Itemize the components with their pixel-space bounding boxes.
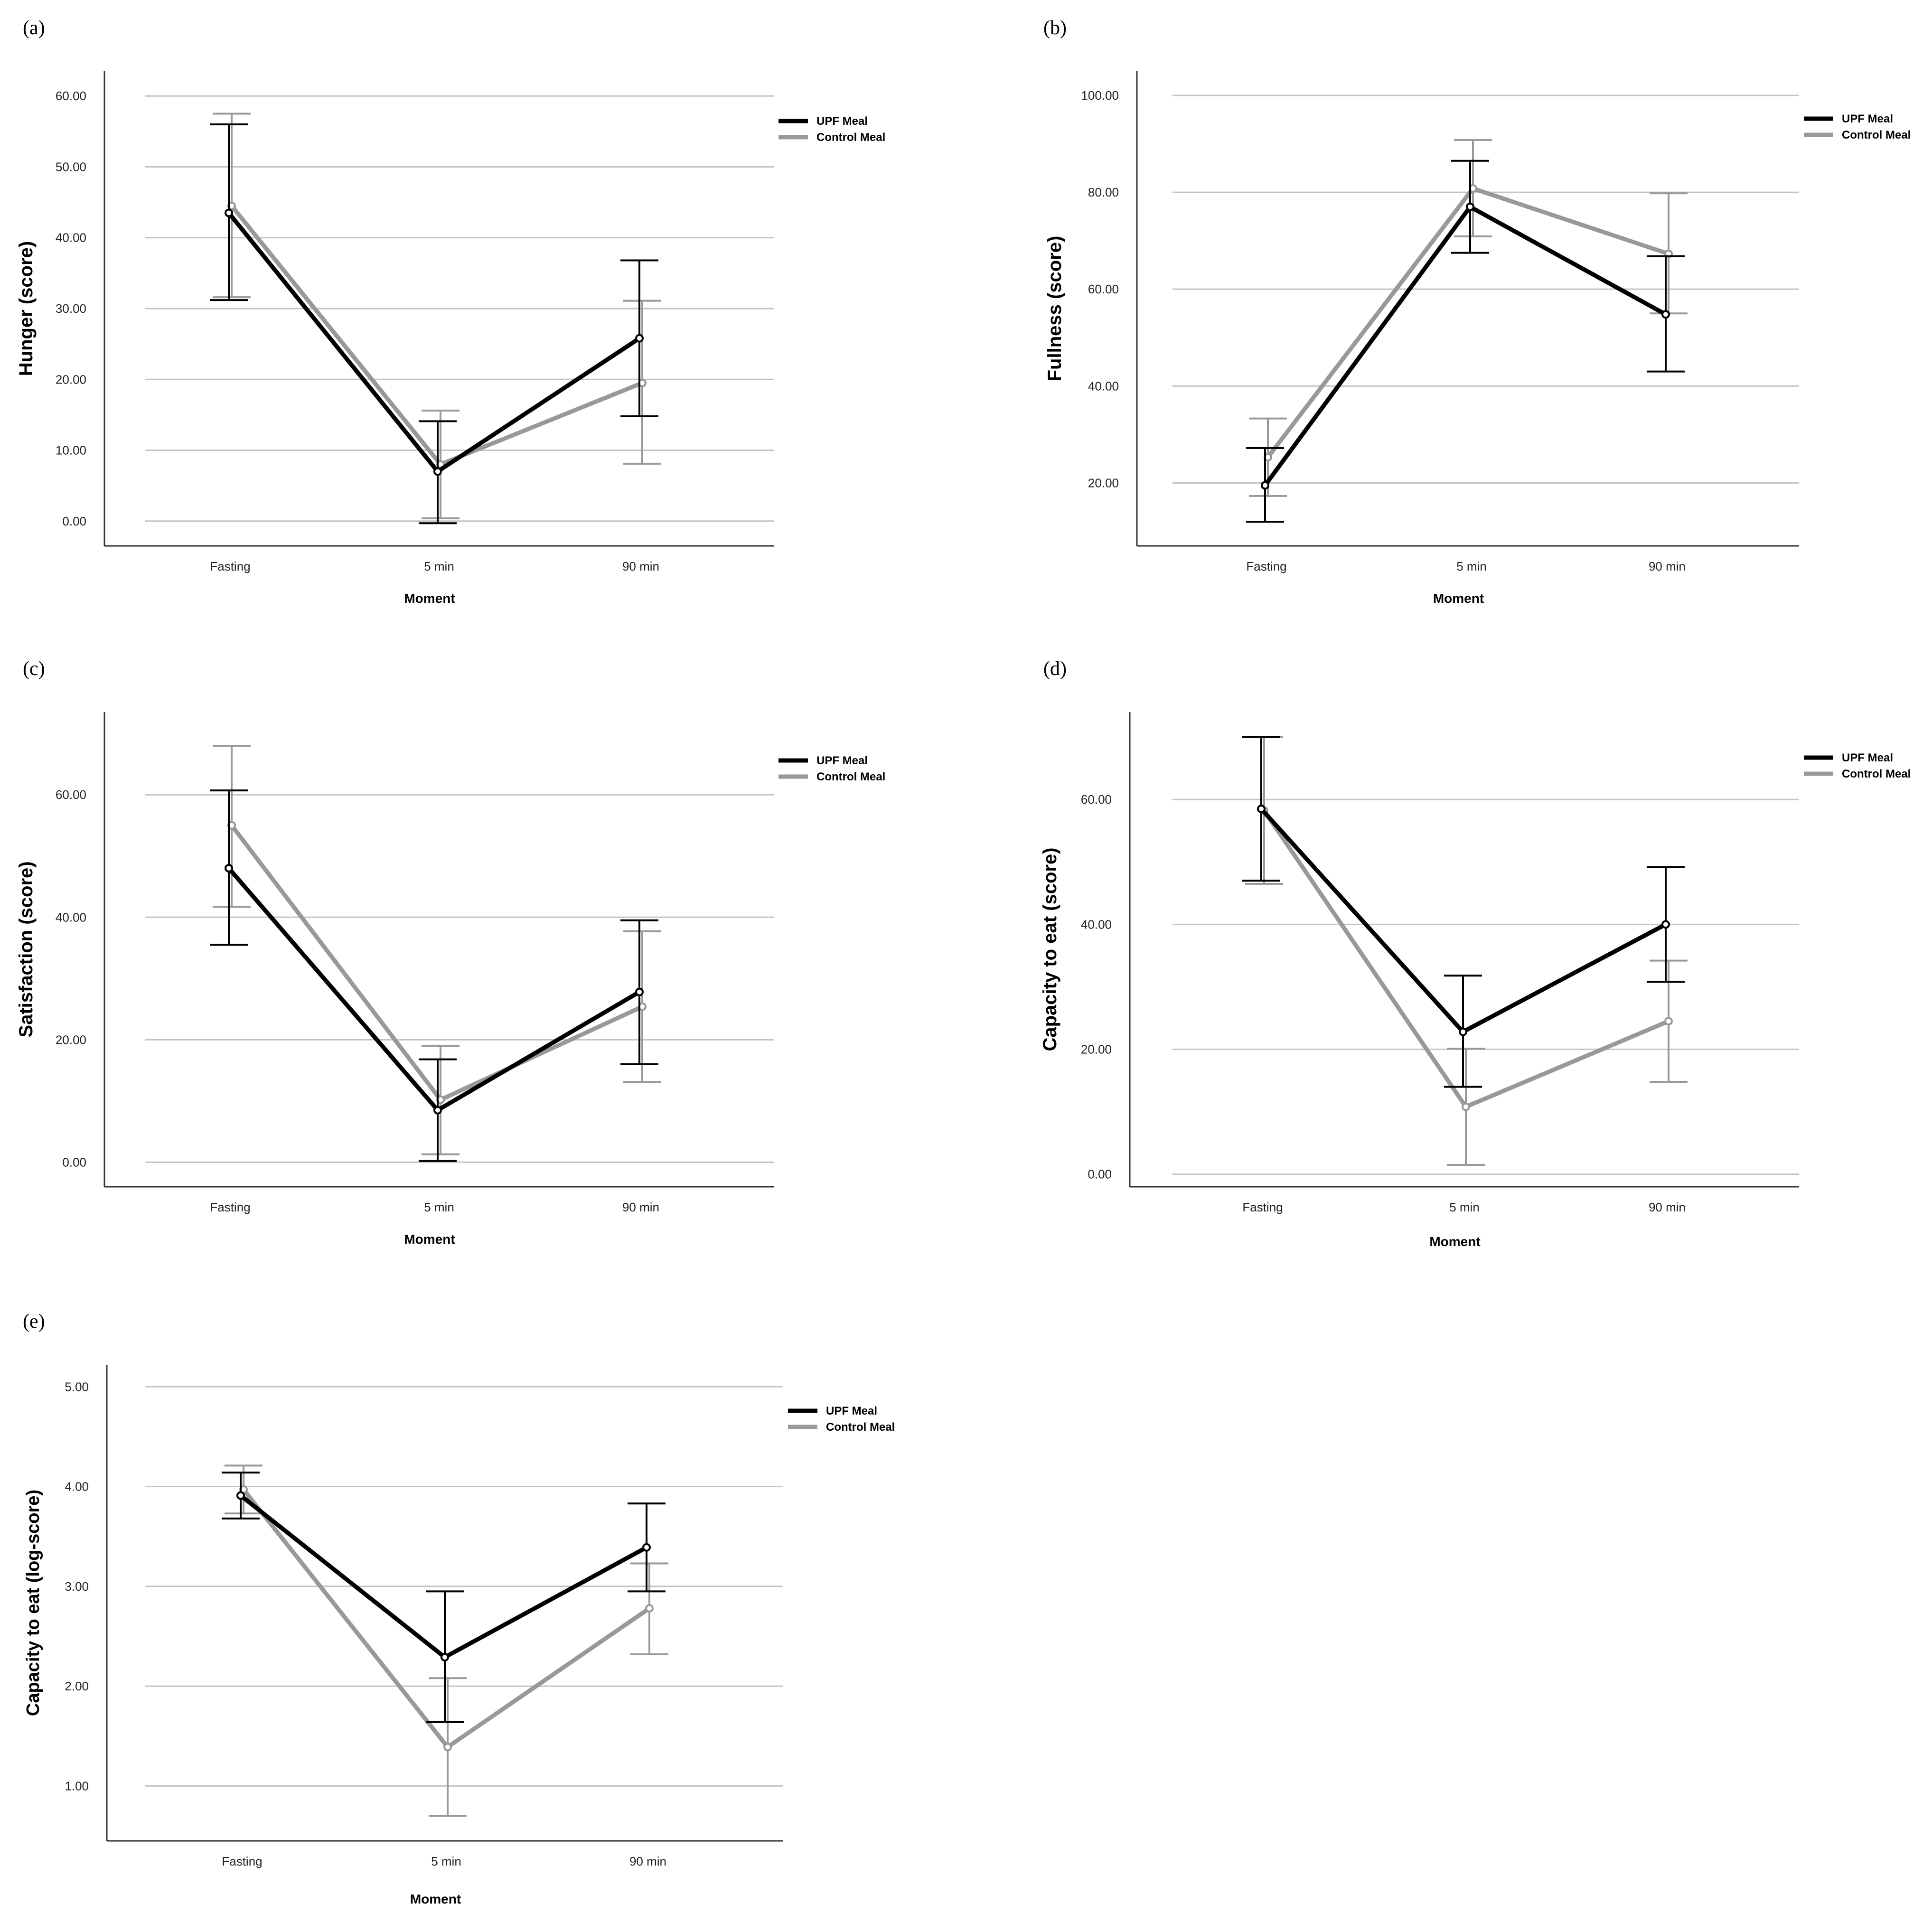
y-tick-label: 40.00 — [56, 231, 86, 245]
y-tick-label: 40.00 — [1081, 917, 1112, 931]
data-point — [1459, 1027, 1467, 1036]
y-tick-label: 60.00 — [56, 788, 86, 802]
x-tick-label: Fasting — [1242, 1200, 1283, 1214]
x-axis-title: Moment — [1429, 1234, 1480, 1249]
data-point — [1661, 310, 1670, 319]
chart-panel-1: (a) 0.00 10.00 20.00 30.00 40.00 50.00 60.00 Fas… — [16, 17, 885, 606]
y-axis-title: Capacity to eat (log-score) — [23, 1490, 43, 1716]
x-tick-label: Fasting — [210, 559, 250, 573]
legend-label: Control Meal — [816, 131, 885, 144]
panel-label: (c) — [23, 658, 45, 680]
y-tick-label: 5.00 — [65, 1379, 89, 1394]
chart-panel-4: (d) 0.00 20.00 40.00 60.00 Fasting 5 min 90 min… — [1040, 658, 1911, 1249]
x-tick-label: 5 min — [1456, 559, 1487, 573]
chart-panel-3: (c) 0.00 20.00 40.00 60.00 Fasting 5 min 90 min… — [16, 658, 885, 1247]
x-tick-label: 5 min — [424, 1200, 454, 1214]
x-tick-label: 90 min — [629, 1854, 666, 1868]
y-tick-label: 20.00 — [1081, 1042, 1112, 1057]
data-point — [433, 1106, 442, 1115]
y-tick-label: 40.00 — [56, 910, 86, 924]
legend-label: Control Meal — [816, 770, 885, 783]
data-point — [225, 864, 233, 873]
data-point — [225, 208, 233, 217]
legend-label: UPF Meal — [816, 115, 868, 128]
x-tick-label: 90 min — [1649, 1200, 1686, 1214]
legend-label: UPF Meal — [1842, 751, 1893, 764]
x-tick-label: 5 min — [431, 1854, 461, 1868]
y-tick-label: 3.00 — [65, 1579, 89, 1594]
series-line — [1263, 205, 1667, 487]
data-point — [236, 1491, 245, 1500]
y-tick-label: 0.00 — [1088, 1167, 1112, 1182]
x-tick-label: Fasting — [222, 1854, 262, 1868]
legend-label: UPF Meal — [1842, 113, 1893, 125]
y-tick-label: 0.00 — [62, 1155, 86, 1169]
y-tick-label: 40.00 — [1088, 379, 1119, 393]
legend-label: Control Meal — [1842, 129, 1911, 141]
data-point — [635, 987, 644, 996]
y-tick-label: 50.00 — [56, 159, 86, 174]
y-tick-label: 80.00 — [1088, 185, 1119, 199]
x-axis-title: Moment — [410, 1892, 461, 1906]
x-tick-label: 90 min — [1649, 559, 1686, 573]
y-tick-label: 1.00 — [65, 1779, 89, 1793]
chart-panel-2: (b) 20.00 40.00 60.00 80.00 100.00 Fasting 5 mi… — [1043, 17, 1911, 606]
y-axis-title: Satisfaction (score) — [16, 861, 37, 1037]
data-point — [443, 1743, 452, 1752]
x-tick-label: 90 min — [622, 559, 659, 573]
legend-label: UPF Meal — [826, 1405, 877, 1417]
x-tick-label: 5 min — [1449, 1200, 1480, 1214]
data-point — [1261, 481, 1269, 490]
series-line — [227, 211, 641, 474]
panel-label: (e) — [23, 1311, 45, 1332]
panel-label: (a) — [23, 17, 45, 39]
legend-label: Control Meal — [1842, 768, 1911, 780]
series-line — [1266, 186, 1669, 459]
y-tick-label: 2.00 — [65, 1679, 89, 1693]
x-axis-title: Moment — [1433, 591, 1484, 606]
data-point — [433, 467, 442, 476]
y-tick-label: 100.00 — [1081, 88, 1119, 103]
data-point — [441, 1653, 449, 1662]
x-tick-label: 90 min — [622, 1200, 659, 1214]
x-axis-title: Moment — [404, 1232, 455, 1247]
y-axis-title: Hunger (score) — [16, 241, 37, 376]
panel-label: (d) — [1043, 658, 1067, 680]
y-tick-label: 10.00 — [56, 443, 86, 458]
data-point — [1462, 1102, 1470, 1111]
data-point — [1664, 1017, 1673, 1026]
data-point — [635, 334, 644, 343]
legend-label: Control Meal — [826, 1421, 895, 1434]
y-tick-label: 20.00 — [56, 1032, 86, 1047]
data-point — [1466, 202, 1474, 211]
y-axis-title: Capacity to eat (score) — [1040, 847, 1060, 1051]
x-tick-label: Fasting — [210, 1200, 250, 1214]
y-tick-label: 60.00 — [56, 89, 86, 103]
chart-panel-5: (e) 1.00 2.00 3.00 4.00 5.00 Fasting 5 min 90 mi… — [23, 1311, 895, 1906]
y-tick-label: 0.00 — [62, 514, 86, 528]
data-point — [645, 1604, 654, 1613]
data-point — [642, 1543, 651, 1552]
legend-label: UPF Meal — [816, 754, 868, 767]
series-line — [239, 1493, 648, 1660]
y-tick-label: 20.00 — [56, 372, 86, 386]
y-tick-label: 60.00 — [1081, 792, 1112, 807]
data-point — [1661, 920, 1670, 929]
y-tick-label: 30.00 — [56, 301, 86, 316]
y-tick-label: 60.00 — [1088, 282, 1119, 296]
panel-label: (b) — [1043, 17, 1067, 39]
y-axis-title: Fullness (score) — [1044, 236, 1065, 382]
x-axis-title: Moment — [404, 591, 455, 606]
x-tick-label: Fasting — [1246, 559, 1286, 573]
series-line — [242, 1488, 651, 1749]
y-tick-label: 20.00 — [1088, 476, 1119, 490]
x-tick-label: 5 min — [424, 559, 454, 573]
y-tick-label: 4.00 — [65, 1480, 89, 1494]
data-point — [1257, 804, 1266, 813]
